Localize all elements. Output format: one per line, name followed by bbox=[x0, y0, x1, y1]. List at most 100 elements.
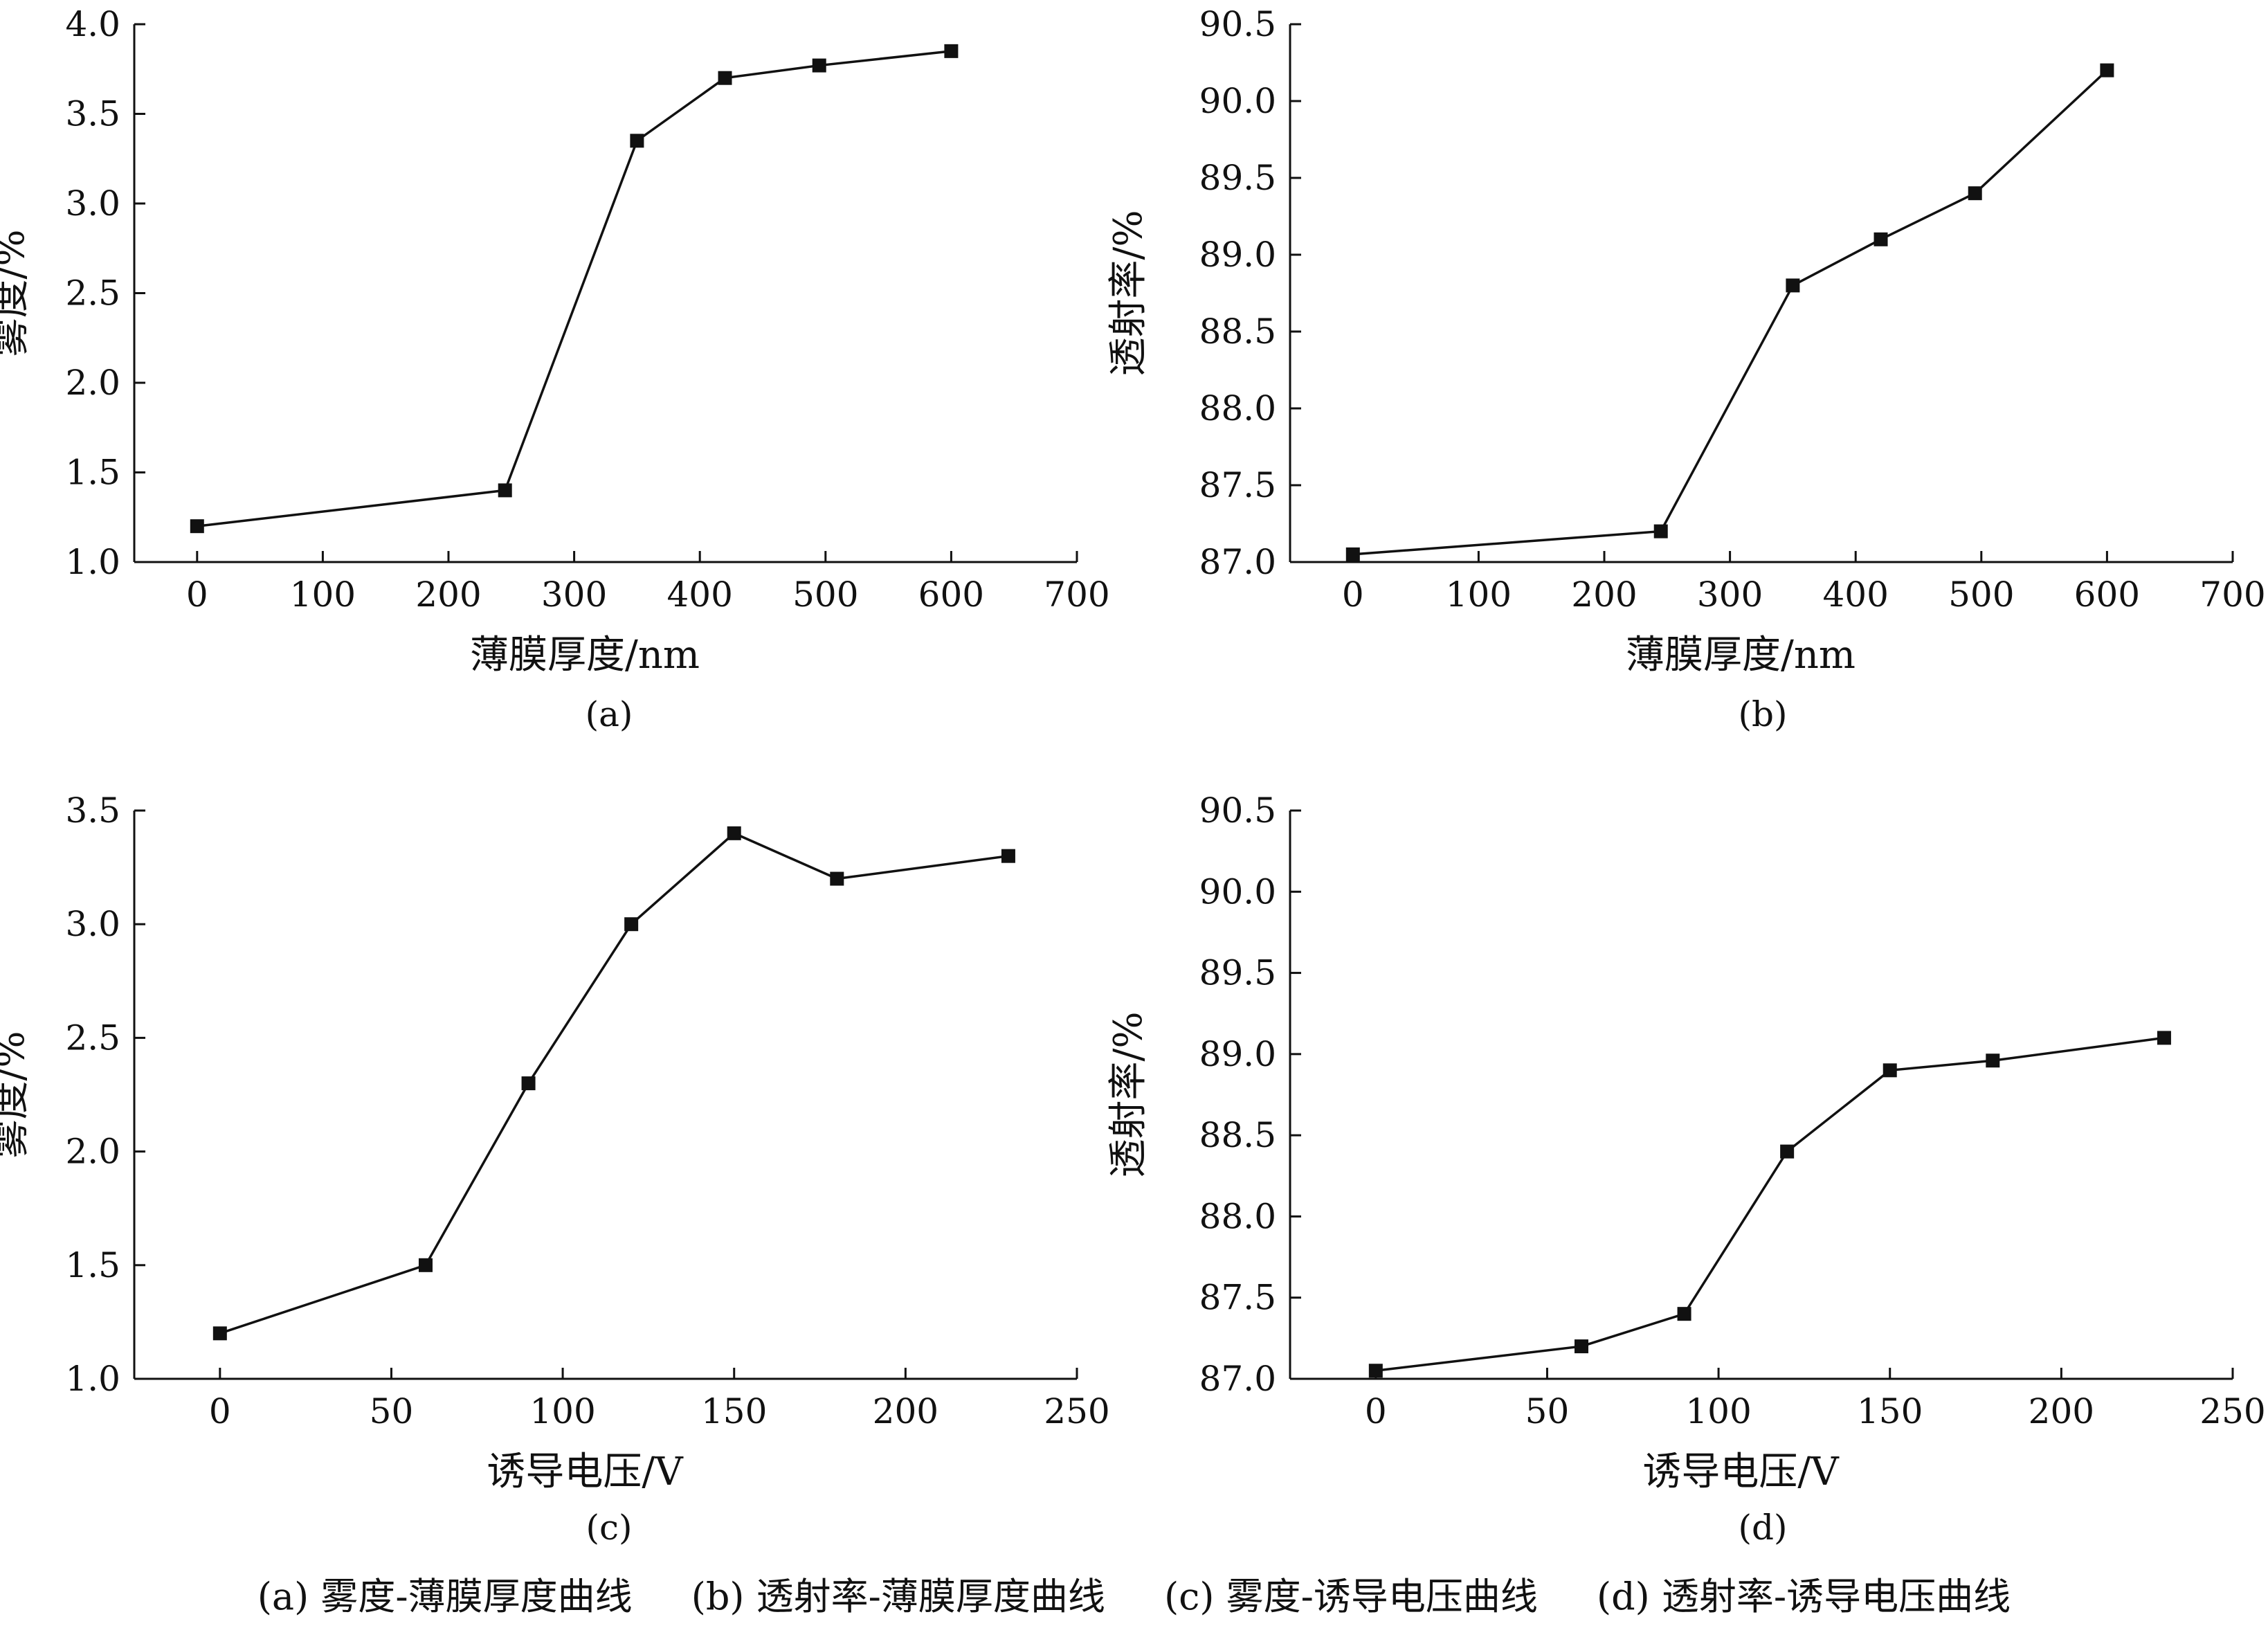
y-tick-label: 90.0 bbox=[1199, 81, 1276, 121]
figure-caption-c: (c) 雾度-诱导电压曲线 bbox=[1164, 1575, 1538, 1618]
y-tick-label: 3.0 bbox=[65, 183, 120, 224]
data-point bbox=[521, 1076, 536, 1091]
x-axis-title: 诱导电压/V bbox=[1642, 1449, 1840, 1494]
panel-caption-b: (b) bbox=[1738, 694, 1788, 734]
x-tick-label: 250 bbox=[1044, 1391, 1109, 1431]
panel-caption-d: (d) bbox=[1738, 1508, 1788, 1548]
x-tick-label: 100 bbox=[1446, 575, 1512, 615]
y-axis-title: 透射率/% bbox=[1106, 1011, 1151, 1177]
data-point bbox=[1574, 1339, 1588, 1354]
figure-caption-b: (b) 透射率-薄膜厚度曲线 bbox=[691, 1575, 1105, 1618]
series-line bbox=[1375, 1036, 2165, 1373]
x-tick-label: 0 bbox=[1365, 1391, 1387, 1431]
data-point bbox=[1968, 186, 1982, 201]
chart-b: 0 100 200 300 400 500 600 700 87.0 87.5 88.0 88.5 89… bbox=[1106, 4, 2266, 678]
y-tick-label: 1.5 bbox=[65, 453, 120, 493]
y-tick-label: 90.0 bbox=[1199, 871, 1276, 912]
x-tick-label: 500 bbox=[792, 575, 858, 615]
y-tick-label: 2.0 bbox=[65, 1132, 120, 1172]
data-point bbox=[1653, 524, 1668, 539]
y-tick-label: 89.5 bbox=[1199, 158, 1276, 198]
data-point bbox=[498, 483, 512, 498]
x-tick-label: 600 bbox=[2074, 575, 2140, 615]
x-tick-label: 0 bbox=[1342, 575, 1364, 615]
x-tick-label: 300 bbox=[1697, 575, 1763, 615]
data-point bbox=[1986, 1053, 2000, 1068]
y-tick-label: 3.5 bbox=[65, 790, 120, 831]
figure-caption-d: (d) 透射率-诱导电压曲线 bbox=[1597, 1575, 2011, 1618]
x-tick-label: 400 bbox=[666, 575, 732, 615]
data-point bbox=[630, 134, 644, 148]
data-point bbox=[718, 71, 732, 85]
data-point bbox=[1001, 849, 1015, 863]
data-point bbox=[624, 917, 639, 932]
y-tick-label: 89.0 bbox=[1199, 1034, 1276, 1074]
data-point bbox=[830, 871, 844, 886]
y-tick-label: 1.5 bbox=[65, 1245, 120, 1285]
y-tick-label: 88.0 bbox=[1199, 1196, 1276, 1236]
y-tick-label: 88.0 bbox=[1199, 388, 1276, 428]
x-tick-label: 50 bbox=[370, 1391, 414, 1431]
data-point bbox=[1786, 278, 1800, 293]
y-tick-label: 3.0 bbox=[65, 904, 120, 944]
x-tick-label: 100 bbox=[290, 575, 356, 615]
x-tick-label: 200 bbox=[415, 575, 481, 615]
chart-a: 0 100 200 300 400 500 600 700 1.0 1.5 2.0 2.5 3.0 3.5… bbox=[0, 4, 1110, 678]
y-tick-label: 4.0 bbox=[65, 4, 120, 44]
data-point bbox=[727, 826, 741, 840]
data-point bbox=[812, 58, 826, 73]
x-tick-label: 0 bbox=[209, 1391, 231, 1431]
x-tick-label: 200 bbox=[2029, 1391, 2094, 1431]
data-point bbox=[944, 44, 959, 58]
x-tick-label: 100 bbox=[1685, 1391, 1751, 1431]
y-tick-label: 90.5 bbox=[1199, 4, 1276, 44]
y-axis-title: 雾度/% bbox=[0, 1031, 33, 1158]
chart-d: 0 50 100 150 200 250 87.0 87.5 88.0 88.5 89.0 89.5 9… bbox=[1106, 790, 2266, 1494]
y-tick-label: 89.0 bbox=[1199, 235, 1276, 275]
panel-caption-a: (a) bbox=[585, 694, 633, 734]
y-tick-label: 2.0 bbox=[65, 363, 120, 403]
chart-c: 0 50 100 150 200 250 1.0 1.5 2.0 2.5 3.0 3.5 诱导电压/V 雾… bbox=[0, 790, 1110, 1494]
y-tick-label: 88.5 bbox=[1199, 311, 1276, 352]
x-tick-label: 150 bbox=[701, 1391, 767, 1431]
data-point bbox=[1874, 232, 1888, 246]
data-point bbox=[190, 519, 204, 534]
figure-caption: (a) 雾度-薄膜厚度曲线 (b) 透射率-薄膜厚度曲线 (c) 雾度-诱导电压… bbox=[0, 1566, 2268, 1620]
data-point bbox=[1780, 1144, 1795, 1159]
y-tick-label: 87.0 bbox=[1199, 1359, 1276, 1399]
data-point bbox=[2100, 63, 2114, 78]
x-tick-label: 600 bbox=[918, 575, 984, 615]
x-tick-label: 300 bbox=[541, 575, 607, 615]
panel-caption-c: (c) bbox=[586, 1508, 633, 1548]
x-tick-label: 50 bbox=[1525, 1391, 1570, 1431]
data-point bbox=[1345, 547, 1360, 561]
y-tick-label: 87.5 bbox=[1199, 1278, 1276, 1318]
data-point bbox=[1368, 1364, 1383, 1378]
x-tick-label: 700 bbox=[1044, 575, 1109, 615]
x-tick-label: 150 bbox=[1857, 1391, 1923, 1431]
series-line bbox=[197, 50, 952, 527]
data-point bbox=[1883, 1063, 1897, 1078]
y-tick-label: 90.5 bbox=[1199, 790, 1276, 831]
x-axis-title: 诱导电压/V bbox=[487, 1449, 684, 1494]
y-tick-label: 87.5 bbox=[1199, 465, 1276, 505]
y-tick-label: 1.0 bbox=[65, 1359, 120, 1399]
data-point bbox=[1677, 1307, 1691, 1321]
x-tick-label: 400 bbox=[1822, 575, 1888, 615]
x-tick-label: 250 bbox=[2199, 1391, 2265, 1431]
y-axis-title: 雾度/% bbox=[0, 229, 33, 356]
x-tick-label: 0 bbox=[186, 575, 208, 615]
data-point bbox=[418, 1258, 433, 1272]
series-line bbox=[1352, 69, 2108, 556]
data-point bbox=[212, 1326, 227, 1341]
x-axis-title: 薄膜厚度/nm bbox=[1626, 633, 1856, 678]
y-axis-title: 透射率/% bbox=[1106, 210, 1151, 376]
y-tick-label: 2.5 bbox=[65, 1018, 120, 1058]
y-tick-label: 88.5 bbox=[1199, 1115, 1276, 1155]
series-line bbox=[219, 831, 1009, 1335]
y-tick-label: 89.5 bbox=[1199, 953, 1276, 993]
x-tick-label: 200 bbox=[873, 1391, 938, 1431]
x-tick-label: 700 bbox=[2199, 575, 2265, 615]
